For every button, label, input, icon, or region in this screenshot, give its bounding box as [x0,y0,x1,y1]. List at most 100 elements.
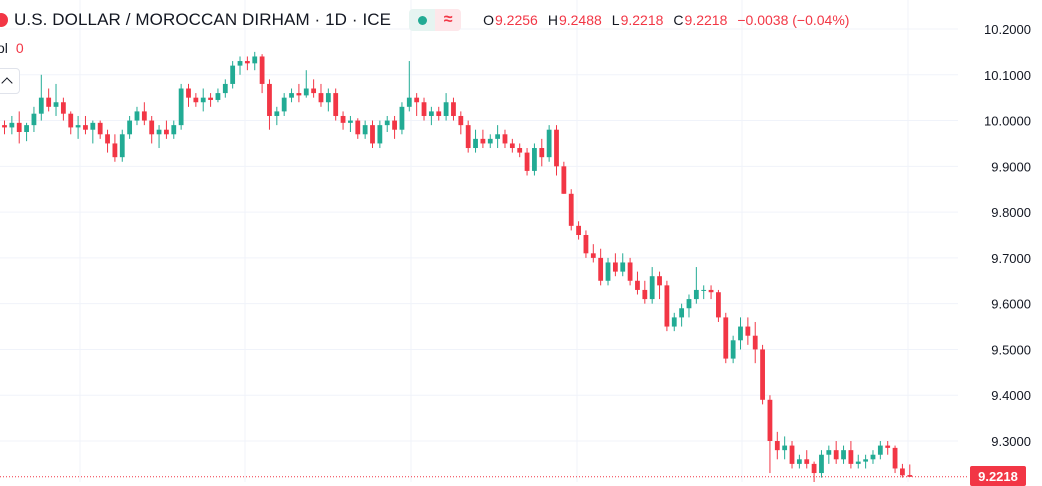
candle[interactable] [612,253,618,277]
candle[interactable] [2,120,7,135]
candle[interactable] [657,271,662,300]
candle[interactable] [885,441,891,455]
data-delayed-icon[interactable]: ≈ [435,9,462,31]
candle[interactable] [325,88,331,112]
candle[interactable] [164,120,169,139]
candle[interactable] [156,125,162,149]
candle[interactable] [620,253,626,277]
candle[interactable] [303,70,309,98]
candle[interactable] [281,93,287,116]
candle[interactable] [554,125,559,176]
candle[interactable] [679,303,685,327]
candle[interactable] [649,267,655,304]
candle[interactable] [833,441,839,464]
candle[interactable] [443,93,449,121]
candle[interactable] [671,312,677,332]
candle[interactable] [760,344,765,405]
candle[interactable] [127,115,133,139]
candle[interactable] [193,93,199,107]
symbol-title[interactable]: U.S. DOLLAR / MOROCCAN DIRHAM · 1D · ICE [14,10,392,29]
candle[interactable] [318,83,324,107]
candle[interactable] [900,463,905,478]
candle[interactable] [487,134,493,149]
candle[interactable] [112,134,118,162]
candle[interactable] [141,102,147,126]
candle[interactable] [237,56,243,75]
candle[interactable] [767,395,773,474]
candle[interactable] [68,111,74,135]
candle[interactable] [745,317,751,345]
candle[interactable] [451,97,456,121]
candle[interactable] [370,120,375,149]
candle[interactable] [355,118,361,139]
candle[interactable] [428,106,434,126]
candle[interactable] [561,161,567,194]
candle[interactable] [60,97,66,121]
candle[interactable] [686,294,692,318]
candle[interactable] [796,454,802,469]
candle[interactable] [892,445,898,474]
candle[interactable] [392,115,397,139]
market-status[interactable]: ≈ [409,9,462,31]
candle[interactable] [848,441,854,469]
candle[interactable] [642,280,648,304]
candle[interactable] [877,441,883,460]
candle[interactable] [200,88,206,112]
candle[interactable] [598,248,604,286]
candle[interactable] [267,79,272,130]
candle[interactable] [296,83,302,103]
candle[interactable] [539,138,545,167]
candle[interactable] [414,93,420,116]
candle[interactable] [333,88,339,121]
candle[interactable] [134,106,140,126]
candle[interactable] [738,317,743,350]
candle[interactable] [311,79,317,98]
candle[interactable] [708,285,714,300]
candle[interactable] [340,111,346,130]
candle[interactable] [274,106,280,126]
candle[interactable] [105,129,110,153]
candle[interactable] [421,97,427,121]
candle[interactable] [605,257,611,286]
candle[interactable] [31,106,37,132]
candle[interactable] [16,111,22,144]
candle[interactable] [863,454,869,469]
candle[interactable] [752,321,758,364]
candle[interactable] [495,125,501,149]
candle[interactable] [97,120,103,139]
candle[interactable] [693,267,699,304]
candle[interactable] [46,88,52,112]
candle[interactable] [502,129,508,149]
candle[interactable] [377,120,383,149]
candle[interactable] [635,271,640,295]
candle[interactable] [819,450,824,478]
candle[interactable] [259,54,265,94]
candle[interactable] [568,189,574,231]
market-open-indicator[interactable] [409,9,436,31]
candle[interactable] [384,115,390,132]
candle[interactable] [811,461,817,482]
candle[interactable] [532,143,537,176]
candle[interactable] [208,93,213,107]
candle[interactable] [186,83,191,107]
candle[interactable] [9,115,15,135]
candle[interactable] [789,441,795,469]
candle[interactable] [730,335,736,364]
candle[interactable] [24,122,29,142]
candle[interactable] [289,88,294,103]
candle[interactable] [119,129,125,162]
candle[interactable] [465,120,471,153]
candle[interactable] [716,289,721,322]
candle[interactable] [348,115,353,132]
candle[interactable] [436,106,442,121]
candle[interactable] [509,138,515,153]
candle[interactable] [178,83,184,130]
candle[interactable] [907,464,913,477]
candle[interactable] [222,79,228,98]
collapse-legend-button[interactable] [0,68,20,94]
candle[interactable] [38,74,44,121]
candle[interactable] [230,61,236,89]
candle[interactable] [583,230,589,258]
